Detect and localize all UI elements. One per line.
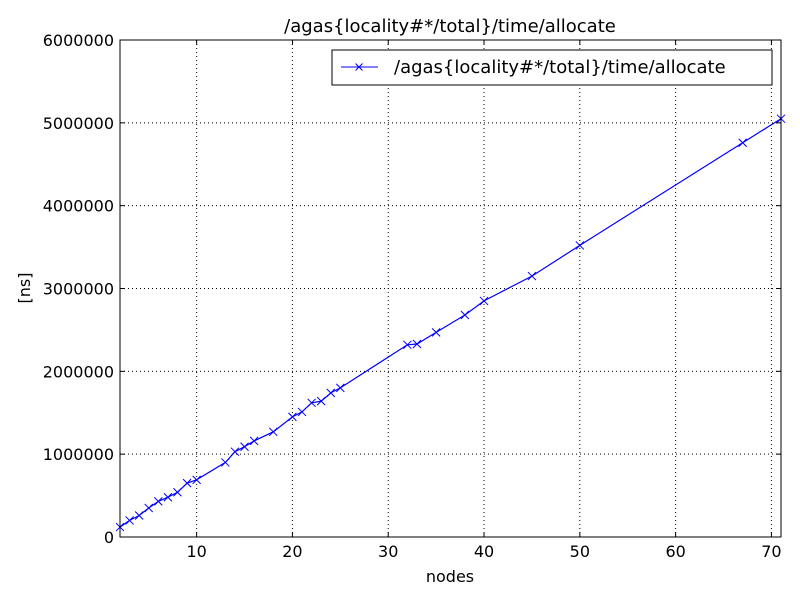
- grid: [120, 39, 781, 538]
- data-point-marker: [575, 241, 585, 250]
- data-point-marker: [479, 296, 489, 306]
- x-tick-label: 40: [474, 542, 494, 561]
- data-point-marker: [297, 407, 307, 417]
- y-tick-label: 5000000: [43, 114, 114, 133]
- data-point-marker: [316, 396, 326, 406]
- data-point-marker: [182, 478, 192, 488]
- data-point-marker: [527, 271, 537, 281]
- data-point-marker: [173, 487, 182, 497]
- x-axis-label: nodes: [426, 567, 474, 586]
- data-point-marker: [249, 436, 259, 446]
- legend-series-label: /agas{locality#*/total}/time/allocate: [394, 57, 726, 78]
- y-axis-label: [ns]: [15, 273, 34, 304]
- data-point-marker: [268, 427, 278, 437]
- x-tick-label: 70: [761, 542, 781, 561]
- data-point-marker: [326, 388, 336, 398]
- data-point-marker: [738, 138, 748, 148]
- data-point-marker: [192, 475, 201, 485]
- plot-area: [120, 40, 781, 537]
- data-point-marker: [240, 442, 249, 452]
- data-point-marker: [288, 412, 297, 422]
- y-tick-label: 3000000: [43, 280, 114, 299]
- y-tick-label: 6000000: [43, 31, 114, 50]
- ticks: 10 20 30 40 50 60 70 0 1000000 2000000 3000000 4000…: [43, 31, 782, 561]
- x-tick-label: 60: [665, 542, 685, 561]
- legend-box: [331, 49, 773, 86]
- data-point-marker: [163, 492, 173, 502]
- y-tick-label: 1000000: [43, 445, 114, 464]
- data-point-marker: [412, 339, 422, 349]
- data-point-marker: [403, 340, 412, 350]
- data-point-marker: [230, 447, 240, 457]
- y-tick-label: 2000000: [43, 362, 114, 381]
- x-tick-label: 10: [186, 542, 206, 561]
- y-tick-label: 4000000: [43, 197, 114, 216]
- data-point-marker: [335, 383, 345, 393]
- series-layer: [115, 114, 786, 532]
- data-point-marker: [134, 511, 144, 520]
- x-tick-label: 50: [570, 542, 590, 561]
- data-point-marker: [431, 328, 441, 337]
- data-point-marker: [153, 497, 163, 506]
- data-point-marker: [460, 310, 470, 320]
- data-point-marker: [221, 458, 230, 467]
- chart-title: /agas{locality#*/total}/time/allocate: [284, 16, 616, 37]
- legend: /agas{locality#*/total}/time/allocate: [331, 49, 773, 86]
- data-point-marker: [125, 516, 134, 525]
- x-tick-label: 20: [282, 542, 302, 561]
- data-point-marker: [307, 398, 316, 408]
- data-point-marker: [144, 503, 154, 513]
- legend-series-marker: [355, 63, 363, 71]
- x-tick-label: 30: [378, 542, 398, 561]
- y-tick-label: 0: [104, 528, 114, 547]
